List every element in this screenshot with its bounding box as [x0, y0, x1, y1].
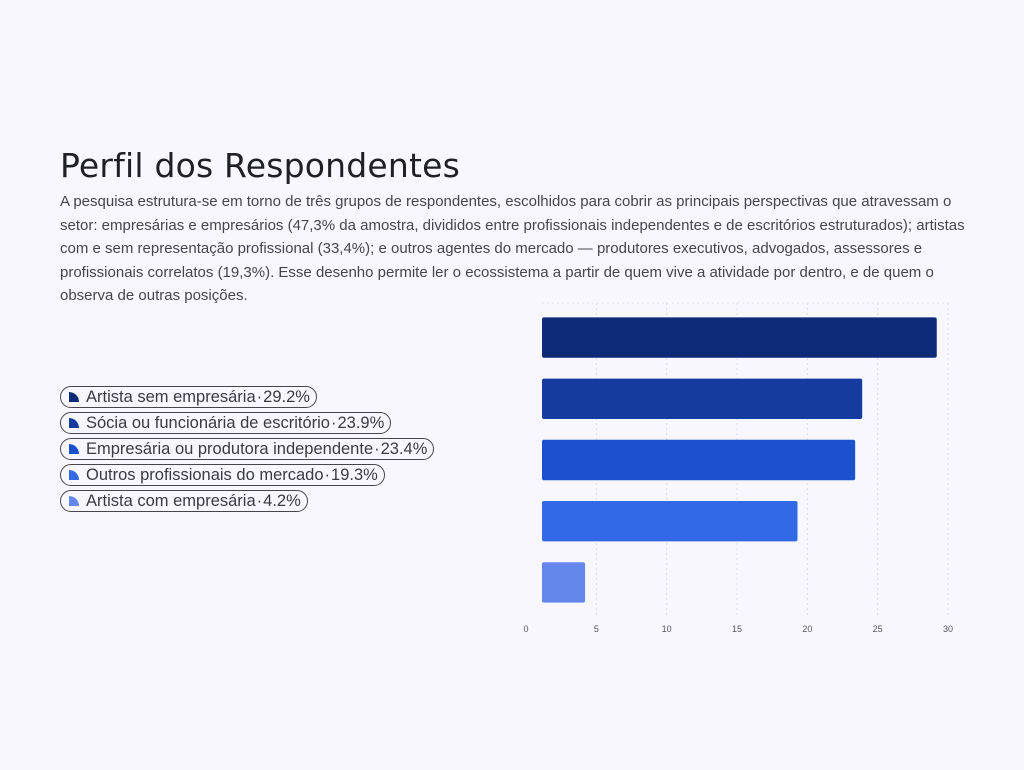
legend-label: Empresária ou produtora independente	[86, 439, 374, 458]
page-title: Perfil dos Respondentes	[60, 146, 461, 185]
legend-item[interactable]: Empresária ou produtora independente · 23.…	[60, 438, 435, 460]
bar	[542, 562, 586, 603]
x-tick-label: 5	[594, 624, 599, 634]
pie-slice-icon	[69, 392, 79, 402]
legend-value: 29.2%	[263, 387, 310, 406]
legend-value: 4.2%	[263, 491, 301, 510]
legend-separator: ·	[256, 491, 263, 510]
legend-value: 23.9%	[337, 413, 385, 432]
legend-value: 23.4%	[380, 439, 428, 458]
legend-item[interactable]: Artista sem empresária · 29.2%	[60, 386, 317, 408]
legend-separator: ·	[256, 387, 263, 406]
intro-paragraph: A pesquisa estrutura-se em torno de três…	[60, 193, 965, 304]
chart-legend: Artista sem empresária · 29.2% Sócia ou fun…	[60, 386, 435, 512]
legend-item[interactable]: Outros profissionais do mercado · 19.3%	[60, 464, 385, 486]
x-tick-label: 15	[732, 624, 742, 634]
legend-item[interactable]: Sócia ou funcionária de escritório · 23.9%	[60, 412, 392, 434]
legend-item[interactable]: Artista com empresária · 4.2%	[60, 490, 308, 512]
legend-separator: ·	[330, 413, 337, 432]
bar	[542, 439, 856, 481]
pie-slice-icon	[69, 496, 79, 506]
legend-label: Artista com empresária	[86, 491, 256, 510]
legend-label: Artista sem empresária	[86, 387, 256, 406]
x-tick-label: 25	[873, 624, 883, 634]
legend-value: 19.3%	[331, 465, 378, 484]
legend-label: Sócia ou funcionária de escritório	[86, 413, 330, 432]
bar	[542, 378, 863, 419]
legend-label: Outros profissionais do mercado	[86, 465, 324, 484]
bar	[542, 501, 798, 542]
pie-slice-icon	[69, 418, 79, 428]
legend-separator: ·	[324, 465, 331, 484]
x-tick-label: 0	[523, 624, 528, 634]
legend-separator: ·	[374, 439, 380, 458]
x-tick-label: 10	[662, 624, 672, 634]
pie-slice-icon	[69, 444, 79, 454]
pie-slice-icon	[69, 470, 79, 480]
bar	[542, 317, 937, 358]
x-tick-label: 30	[943, 624, 953, 634]
x-tick-label: 20	[802, 624, 812, 634]
